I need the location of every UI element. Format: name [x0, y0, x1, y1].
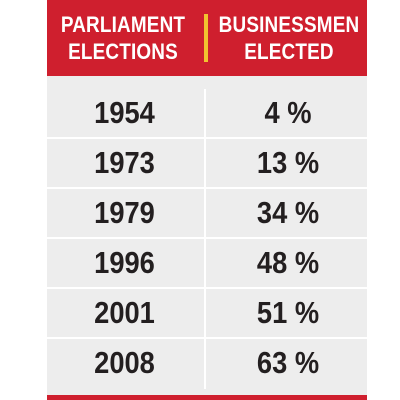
table-row: 1996 48 %	[47, 239, 367, 289]
header-divider	[204, 14, 208, 62]
year-cell: 1996	[94, 245, 155, 280]
table-row: 1954 4 %	[47, 89, 367, 139]
year-cell: 1973	[94, 145, 155, 180]
percent-cell: 63 %	[256, 345, 320, 380]
percent-cell: 51 %	[256, 295, 320, 330]
header-businessmen-line1: BUSINESSMEN	[218, 12, 360, 37]
table-header: PARLIAMENT ELECTIONS BUSINESSMEN ELECTED	[47, 0, 367, 76]
year-cell: 2001	[94, 295, 155, 330]
percent-cell: 48 %	[256, 245, 320, 280]
table-row: 2008 63 %	[47, 339, 367, 389]
table-body: 1954 4 % 1973 13 % 1979 34 % 1996 48 % 2…	[47, 89, 367, 389]
table-row: 1973 13 %	[47, 139, 367, 189]
header-elections-line2: ELECTIONS	[68, 39, 178, 64]
percent-cell: 13 %	[256, 145, 320, 180]
bottom-rule	[47, 395, 367, 400]
table-row: 2001 51 %	[47, 289, 367, 339]
year-cell: 2008	[94, 345, 155, 380]
header-elections-line1: PARLIAMENT	[60, 12, 186, 37]
table-row: 1979 34 %	[47, 189, 367, 239]
data-table: PARLIAMENT ELECTIONS BUSINESSMEN ELECTED…	[47, 0, 367, 400]
header-elections: PARLIAMENT ELECTIONS	[58, 8, 189, 68]
header-businessmen: BUSINESSMEN ELECTED	[219, 8, 359, 68]
percent-cell: 4 %	[264, 95, 312, 130]
year-cell: 1954	[94, 95, 155, 130]
column-divider	[204, 89, 206, 389]
year-cell: 1979	[94, 195, 155, 230]
percent-cell: 34 %	[256, 195, 320, 230]
header-businessmen-line2: ELECTED	[244, 39, 334, 64]
